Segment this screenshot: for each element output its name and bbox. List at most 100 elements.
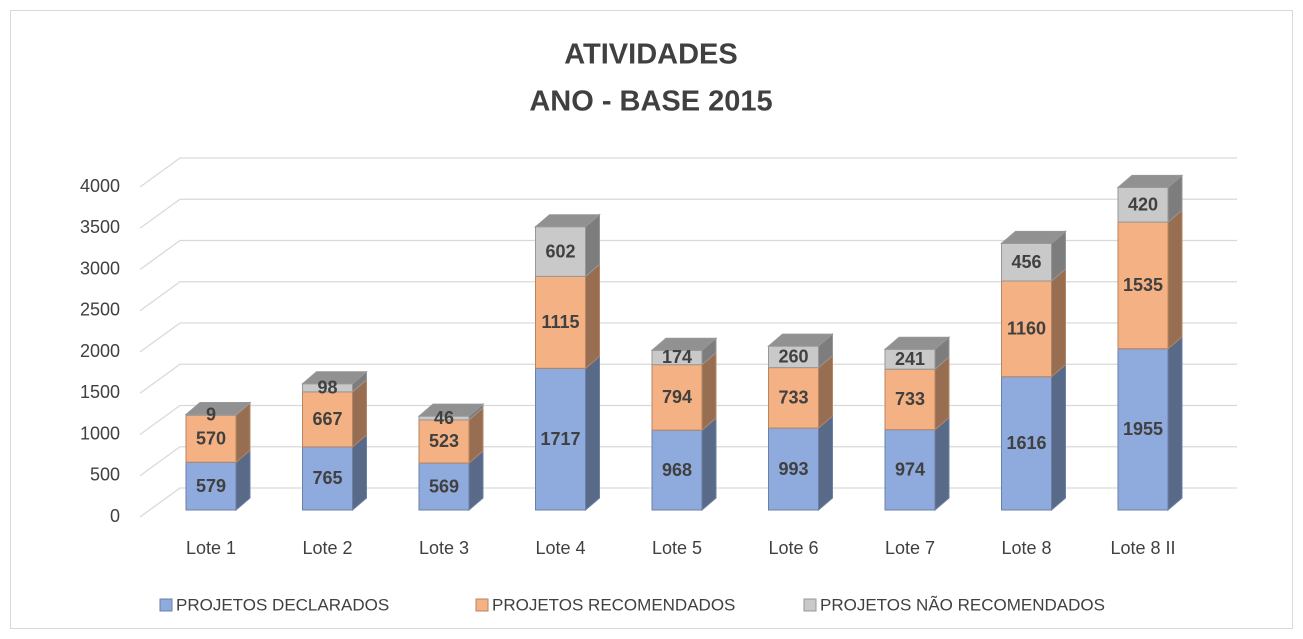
- bar-side: [818, 414, 833, 512]
- x-tick-label: Lote 8 II: [1110, 538, 1175, 558]
- y-tick-label: 1000: [80, 423, 120, 443]
- grid-line: [139, 198, 1237, 229]
- x-tick-label: Lote 4: [535, 538, 585, 558]
- data-label: 993: [778, 459, 808, 479]
- data-label: 456: [1011, 252, 1041, 272]
- bar-side: [1051, 363, 1066, 512]
- data-label: 260: [778, 347, 808, 367]
- x-tick-label: Lote 3: [419, 538, 469, 558]
- data-label: 1717: [540, 429, 580, 449]
- bar: [1117, 186, 1169, 223]
- bar-top: [1000, 230, 1067, 244]
- bar-top: [534, 214, 601, 228]
- legend-label: PROJETOS DECLARADOS: [176, 595, 389, 614]
- y-tick-label: 1500: [80, 382, 120, 402]
- bar-side: [1051, 267, 1066, 378]
- grid-line: [139, 157, 1237, 188]
- bar-side: [934, 356, 950, 431]
- legend-label: PROJETOS NÃO RECOMENDADOS: [820, 595, 1105, 614]
- chart-subtitle: ANO - BASE 2015: [529, 86, 772, 118]
- data-label: 733: [895, 389, 925, 409]
- bar: [1001, 242, 1052, 282]
- bar: [1117, 348, 1169, 511]
- bar: [418, 462, 470, 511]
- data-label: 241: [895, 349, 925, 369]
- bar: [884, 429, 936, 511]
- data-label: 968: [662, 460, 692, 480]
- bar-top: [650, 337, 718, 351]
- grid-line: [139, 322, 1237, 353]
- bar: [1117, 221, 1169, 350]
- bar: [302, 391, 353, 448]
- data-label: 1160: [1007, 319, 1046, 339]
- data-label: 570: [196, 428, 226, 448]
- bar-side: [585, 263, 600, 370]
- chart-title: ATIVIDADES: [564, 39, 737, 71]
- y-tick-label: 3500: [80, 217, 120, 237]
- data-label: 1955: [1123, 419, 1163, 439]
- bar: [535, 226, 586, 277]
- legend-swatch: [475, 598, 489, 612]
- y-tick-label: 3000: [80, 258, 120, 278]
- data-label: 1616: [1006, 433, 1046, 453]
- legend-swatch: [803, 598, 817, 612]
- data-label: 794: [662, 387, 692, 407]
- bar-top: [1116, 174, 1184, 188]
- data-label: 765: [312, 468, 342, 488]
- bar: [185, 414, 237, 463]
- bar-top: [184, 401, 252, 415]
- data-label: 1115: [541, 312, 579, 332]
- bar: [1001, 376, 1052, 511]
- data-label: 174: [662, 347, 692, 367]
- bar: [185, 461, 237, 511]
- data-label: 46: [434, 408, 454, 428]
- x-tick-label: Lote 7: [885, 538, 935, 558]
- x-tick-label: Lote 2: [302, 538, 352, 558]
- legend-swatch: [159, 598, 173, 612]
- bar-side: [701, 417, 717, 512]
- data-label: 569: [429, 476, 459, 496]
- bar-side: [701, 351, 717, 432]
- bar: [651, 429, 703, 511]
- x-tick-label: Lote 5: [652, 538, 702, 558]
- x-tick-label: Lote 8: [1001, 538, 1051, 558]
- y-tick-label: 4000: [80, 176, 120, 196]
- bar-side: [818, 354, 833, 430]
- bar: [768, 367, 819, 429]
- y-tick-label: 0: [110, 506, 120, 526]
- bar-top: [883, 336, 951, 350]
- x-tick-label: Lote 6: [768, 538, 818, 558]
- legend-label: PROJETOS RECOMENDADOS: [492, 595, 735, 614]
- data-label: 733: [778, 388, 808, 408]
- y-tick-label: 2000: [80, 341, 120, 361]
- data-label: 523: [429, 431, 459, 451]
- data-label: 602: [545, 241, 575, 261]
- bar: [302, 446, 353, 511]
- bar-side: [1167, 208, 1183, 350]
- bar: [884, 368, 936, 431]
- bar: [768, 427, 819, 511]
- bar: [535, 275, 586, 369]
- bar-top: [301, 371, 368, 385]
- y-tick-label: 500: [90, 465, 120, 485]
- bar-side: [352, 433, 367, 512]
- data-label: 579: [196, 476, 226, 496]
- y-tick-label: 2500: [80, 300, 120, 320]
- data-label: 98: [317, 378, 337, 398]
- data-label: 974: [895, 460, 925, 480]
- data-label: 667: [312, 409, 342, 429]
- bar-side: [934, 416, 950, 512]
- bar-top: [417, 403, 485, 417]
- chart-border: [10, 10, 1293, 629]
- grid-line: [139, 239, 1237, 271]
- bar: [535, 367, 586, 511]
- bar-side: [1167, 335, 1183, 512]
- data-label: 9: [206, 405, 216, 425]
- x-tick-label: Lote 1: [186, 538, 236, 558]
- bar-top: [767, 333, 834, 347]
- bar-side: [585, 355, 600, 512]
- data-label: 1535: [1123, 275, 1163, 295]
- data-label: 420: [1128, 195, 1158, 215]
